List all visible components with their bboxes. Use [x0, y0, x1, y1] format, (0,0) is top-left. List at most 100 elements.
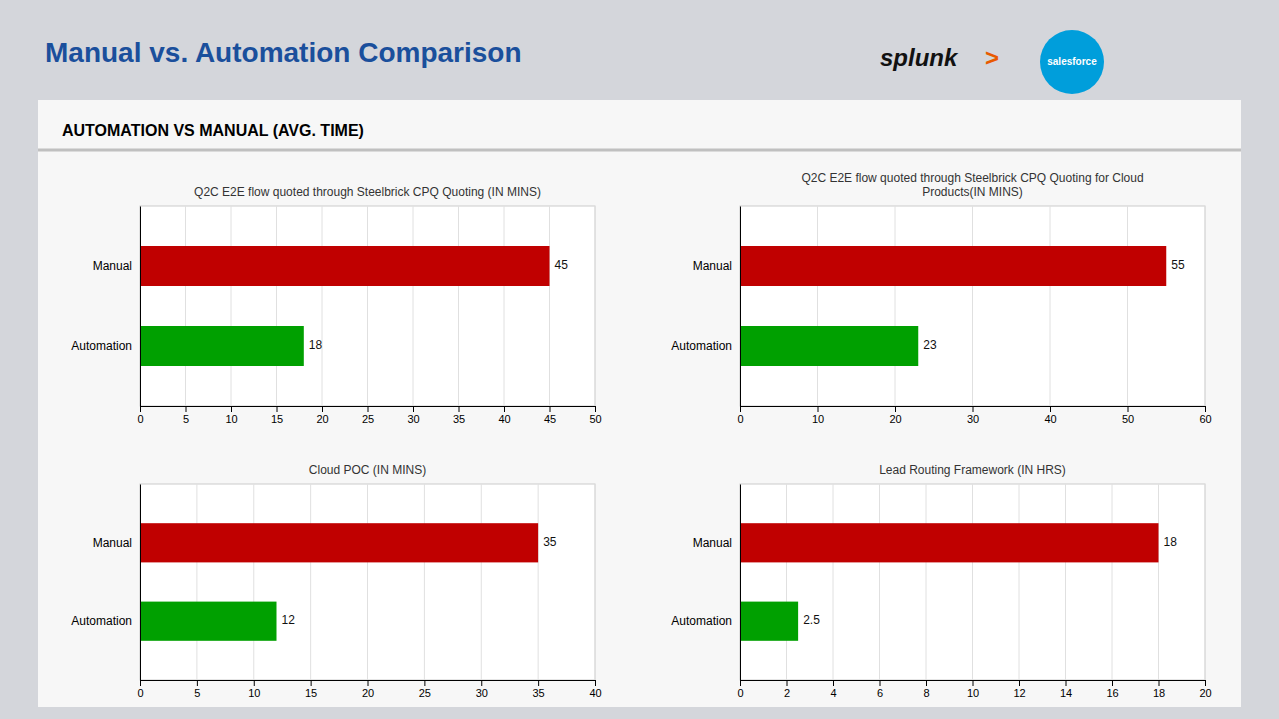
tick-label: 18	[1153, 687, 1165, 699]
chart: 451805101520253035404550ManualAutomation…	[71, 185, 601, 425]
grid	[140, 484, 595, 680]
bar	[740, 326, 918, 366]
grid-line	[1065, 484, 1066, 680]
x-tick: 40	[1044, 406, 1056, 425]
tick-label: 40	[1044, 413, 1056, 425]
bars	[140, 246, 550, 366]
divider	[38, 149, 1241, 152]
data-label: 18	[1164, 535, 1178, 549]
chart-title-line: Cloud POC (IN MINS)	[309, 463, 426, 477]
plot-area	[140, 484, 595, 680]
tick-label: 0	[737, 413, 743, 425]
grid-line	[972, 484, 973, 680]
x-tick: 60	[1199, 406, 1211, 425]
chart: 35120510152025303540ManualAutomationClou…	[71, 463, 601, 699]
data-labels: 182.5	[803, 535, 1177, 627]
x-tick: 30	[407, 406, 419, 425]
grid-line	[276, 206, 277, 406]
grid-line	[1019, 484, 1020, 680]
x-tick: 30	[476, 680, 488, 699]
grid-line	[185, 206, 186, 406]
tick-label: 50	[589, 413, 601, 425]
tick-mark	[787, 680, 788, 686]
data-label: 35	[543, 535, 557, 549]
tick-label: 20	[889, 413, 901, 425]
chart-title: Cloud POC (IN MINS)	[309, 463, 426, 477]
tick-label: 16	[1106, 687, 1118, 699]
axis-line	[140, 485, 141, 681]
x-tick: 0	[737, 680, 743, 699]
grid-line	[424, 484, 425, 680]
tick-mark	[368, 680, 369, 686]
tick-mark	[818, 406, 819, 412]
y-axis: ManualAutomation	[671, 485, 740, 681]
tick-mark	[186, 406, 187, 412]
x-tick: 18	[1153, 680, 1165, 699]
axis-line	[141, 407, 596, 413]
x-tick: 20	[362, 680, 374, 699]
grid-line	[786, 484, 787, 680]
tick-mark	[595, 406, 596, 412]
x-axis: 0510152025303540	[137, 680, 601, 699]
figure: Manual vs. Automation Comparisonsplunk>s…	[0, 0, 1279, 719]
tick-label: 30	[476, 687, 488, 699]
tick-mark	[231, 406, 232, 412]
axis-line	[140, 207, 141, 407]
grid-line	[1158, 484, 1159, 680]
plot-area	[740, 484, 1205, 680]
chart: 55230102030405060ManualAutomationQ2C E2E…	[671, 171, 1211, 425]
tick-label: Automation	[671, 614, 732, 628]
tick-label: 10	[812, 413, 824, 425]
tick-mark	[550, 406, 551, 412]
tick-mark	[740, 680, 741, 686]
tick-label: 25	[362, 413, 374, 425]
x-tick: 50	[589, 406, 601, 425]
grid-line	[310, 484, 311, 680]
y-axis: Manual Automation	[71, 207, 140, 407]
chart-title-line: Lead Routing Framework (IN HRS)	[879, 463, 1066, 477]
x-tick: 5	[194, 680, 200, 699]
y-tick: Manual	[93, 259, 140, 273]
tick-label: 25	[419, 687, 431, 699]
tick-label: 8	[923, 687, 929, 699]
data-labels: 5523	[923, 258, 1185, 352]
x-axis: 0102030405060	[737, 406, 1211, 425]
tick-label: 15	[305, 687, 317, 699]
grid-line	[504, 206, 505, 406]
annotation: salesforce	[1047, 56, 1097, 67]
tick-mark	[140, 680, 141, 686]
grid-line	[322, 206, 323, 406]
chart-title-line: Products(IN MINS)	[922, 185, 1023, 199]
tick-mark	[1112, 680, 1113, 686]
chart-title: Q2C E2E flow quoted through Steelbrick C…	[801, 171, 1143, 199]
tick-mark	[1205, 406, 1206, 412]
x-tick: 15	[271, 406, 283, 425]
tick-label: 20	[1199, 687, 1211, 699]
grid-line	[458, 206, 459, 406]
grid	[140, 206, 595, 406]
tick-mark	[833, 680, 834, 686]
annotation: >	[985, 44, 999, 71]
y-tick: Automation	[671, 339, 740, 353]
grid-line	[1112, 484, 1113, 680]
x-tick: 25	[419, 680, 431, 699]
tick-label: 40	[589, 687, 601, 699]
data-label: 2.5	[803, 613, 820, 627]
y-tick: Automation	[71, 339, 140, 353]
x-tick: 20	[316, 406, 328, 425]
grid-line	[972, 206, 973, 406]
tick-label: 40	[498, 413, 510, 425]
x-tick: 10	[248, 680, 260, 699]
title: Manual vs. Automation Comparison	[45, 37, 522, 68]
data-label: 18	[309, 338, 323, 352]
x-tick: 8	[923, 680, 929, 699]
tick-label: 6	[877, 687, 883, 699]
tick-label: Automation	[671, 339, 732, 353]
grid-line	[549, 206, 550, 406]
grid-line	[595, 206, 596, 406]
x-tick: 20	[1199, 680, 1211, 699]
tick-mark	[368, 406, 369, 412]
grid-line	[1205, 484, 1206, 680]
tick-label: 45	[544, 413, 556, 425]
tick-label: 0	[137, 413, 143, 425]
